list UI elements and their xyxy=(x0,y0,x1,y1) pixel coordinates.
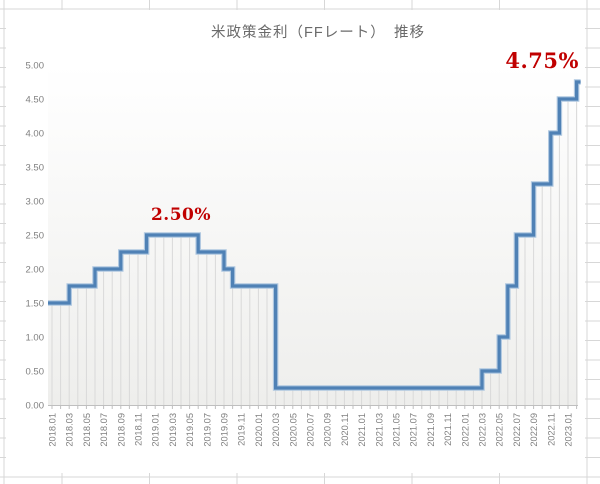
y-tick-label: 1.00 xyxy=(26,333,45,344)
annotation-2018-peak: 2.50% xyxy=(150,205,212,225)
x-tick-label: 2022.11 xyxy=(546,413,556,446)
x-tick-label: 2020.09 xyxy=(323,413,333,447)
x-tick-label: 2022.07 xyxy=(512,413,522,447)
x-tick-label: 2020.01 xyxy=(254,413,264,447)
rate-step-line xyxy=(48,80,581,390)
x-tick-label: 2018.03 xyxy=(65,413,75,447)
y-tick-label: 3.00 xyxy=(26,197,45,208)
y-tick-label: 0.00 xyxy=(26,401,45,412)
y-tick-label: 1.50 xyxy=(26,299,45,310)
x-tick-label: 2018.09 xyxy=(116,413,126,447)
y-tick-label: 4.50 xyxy=(26,95,45,106)
x-tick-label: 2019.05 xyxy=(185,413,195,447)
x-tick-label: 2023.01 xyxy=(564,413,574,447)
x-tick-label: 2022.09 xyxy=(529,413,539,447)
y-tick-label: 5.00 xyxy=(26,61,45,72)
x-tick-label: 2020.07 xyxy=(306,413,316,447)
annotation-latest: 4.75% xyxy=(505,48,579,73)
x-tick-label: 2018.01 xyxy=(48,413,58,447)
x-tick-label: 2020.05 xyxy=(288,413,298,447)
x-tick-label: 2022.05 xyxy=(495,413,505,447)
x-tick-label: 2020.03 xyxy=(271,413,281,447)
x-tick-label: 2018.05 xyxy=(82,413,92,447)
x-tick-label: 2019.11 xyxy=(237,413,247,446)
x-tick-label: 2018.07 xyxy=(99,413,109,447)
x-tick-label: 2021.11 xyxy=(443,413,453,446)
x-tick-label: 2022.03 xyxy=(478,413,488,447)
x-tick-label: 2021.03 xyxy=(374,413,384,447)
x-tick-label: 2018.11 xyxy=(134,413,144,446)
y-tick-label: 2.50 xyxy=(26,231,45,242)
x-tick-label: 2021.01 xyxy=(357,413,367,447)
x-tick-label: 2022.01 xyxy=(460,413,470,447)
x-tick-label: 2019.03 xyxy=(168,413,178,447)
y-tick-label: 0.50 xyxy=(26,367,45,378)
chart-title: 米政策金利（FFレート） 推移 xyxy=(211,25,425,41)
x-tick-label: 2019.09 xyxy=(220,413,230,447)
x-tick-label: 2019.01 xyxy=(151,413,161,447)
y-tick-label: 3.50 xyxy=(26,163,45,174)
x-tick-label: 2021.07 xyxy=(409,413,419,447)
y-tick-label: 4.00 xyxy=(26,129,45,140)
y-tick-label: 2.00 xyxy=(26,265,45,276)
x-tick-label: 2021.09 xyxy=(426,413,436,447)
x-tick-label: 2021.05 xyxy=(392,413,402,447)
x-tick-label: 2019.07 xyxy=(202,413,212,447)
x-tick-label: 2020.11 xyxy=(340,413,350,446)
